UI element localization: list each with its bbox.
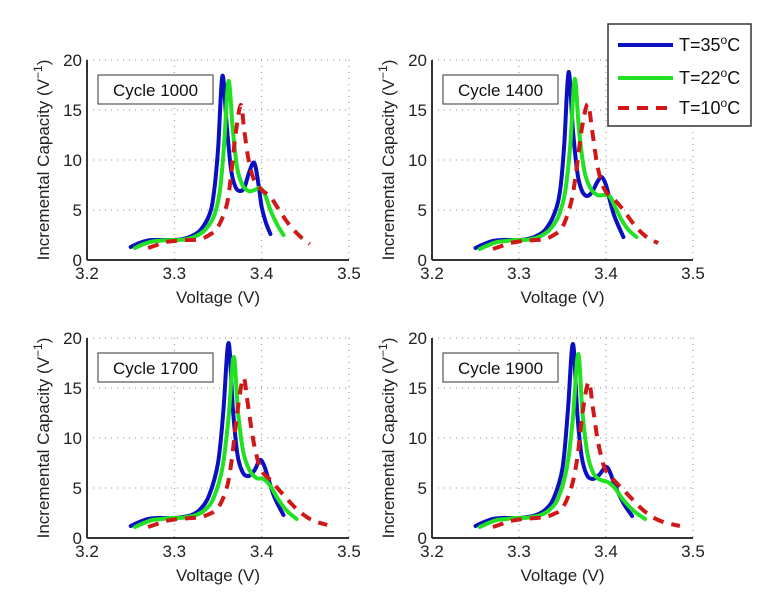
x-tick-label: 3.2 [420,542,444,561]
cycle-annotation-box [97,74,214,105]
x-axis-label: Voltage (V) [520,566,604,585]
panel-3: 3.2 3.3 3.4 3.5 0 5 10 15 20 Voltage (V) Increment… [31,329,361,585]
x-tick-label: 3.5 [337,542,361,561]
panel-1: 3.2 3.3 3.4 3.5 0 5 10 15 20 Voltage (V) Increment… [31,51,361,307]
y-axis-label: Incremental Capacity (V−1) [376,338,398,539]
cycle-annotation-box [442,352,559,383]
x-tick-label: 3.4 [250,542,274,561]
y-tick-label: 5 [73,479,82,498]
y-tick-label: 15 [63,379,82,398]
panel-4: 3.2 3.3 3.4 3.5 0 5 10 15 20 Voltage (V) Increment… [376,329,705,585]
cycle-annotation: Cycle 1400 [458,81,543,100]
x-tick-label: 3.3 [163,264,187,283]
legend-label-t10: T=10oC [679,96,740,118]
series-line-t22 [477,76,639,251]
y-tick-label: 10 [63,429,82,448]
y-tick-label: 0 [73,529,82,548]
series-line-t10 [492,102,660,251]
x-tick-label: 3.4 [594,264,618,283]
y-axis-label: Incremental Capacity (V−1) [31,338,53,539]
panel-2: 3.2 3.3 3.4 3.5 0 5 10 15 20 Voltage (V) Increment… [376,51,705,307]
y-tick-label: 5 [418,479,427,498]
y-tick-label: 0 [418,529,427,548]
legend-label-t22: T=22oC [679,66,740,88]
x-tick-label: 3.5 [337,264,361,283]
y-tick-label: 0 [73,251,82,270]
x-tick-label: 3.5 [681,264,705,283]
y-tick-label: 10 [408,429,427,448]
y-tick-label: 15 [63,101,82,120]
series-line-t10 [492,379,681,529]
cycle-annotation: Cycle 1900 [458,359,543,378]
y-tick-label: 20 [408,51,427,70]
y-tick-label: 20 [63,329,82,348]
series-line-t10 [147,102,311,250]
y-axis-label: Incremental Capacity (V−1) [376,60,398,261]
x-tick-label: 3.3 [507,264,531,283]
series-line-t22 [477,351,648,529]
y-tick-label: 20 [63,51,82,70]
cycle-annotation-box [97,352,214,383]
series-line-t22 [133,354,299,529]
x-tick-label: 3.3 [507,542,531,561]
x-tick-label: 3.4 [250,264,274,283]
x-axis-label: Voltage (V) [176,288,260,307]
x-tick-label: 3.5 [681,542,705,561]
y-tick-label: 15 [408,101,427,120]
series-line-t10 [147,375,328,529]
y-tick-label: 0 [418,251,427,270]
x-tick-label: 3.4 [594,542,618,561]
x-axis-label: Voltage (V) [176,566,260,585]
y-tick-label: 15 [408,379,427,398]
y-tick-label: 5 [418,201,427,220]
cycle-annotation: Cycle 1000 [113,81,198,100]
x-tick-label: 3.2 [420,264,444,283]
x-tick-label: 3.2 [75,264,99,283]
legend: T=35oC T=22oC T=10oC [607,23,752,127]
legend-box [607,23,752,127]
legend-label-t35: T=35oC [679,33,740,55]
y-tick-label: 10 [63,151,82,170]
y-tick-label: 5 [73,201,82,220]
x-tick-label: 3.2 [75,542,99,561]
x-axis-label: Voltage (V) [520,288,604,307]
y-axis-label: Incremental Capacity (V−1) [31,60,53,261]
y-tick-label: 20 [408,329,427,348]
cycle-annotation-box [442,74,559,105]
x-tick-label: 3.3 [163,542,187,561]
y-tick-label: 10 [408,151,427,170]
cycle-annotation: Cycle 1700 [113,359,198,378]
